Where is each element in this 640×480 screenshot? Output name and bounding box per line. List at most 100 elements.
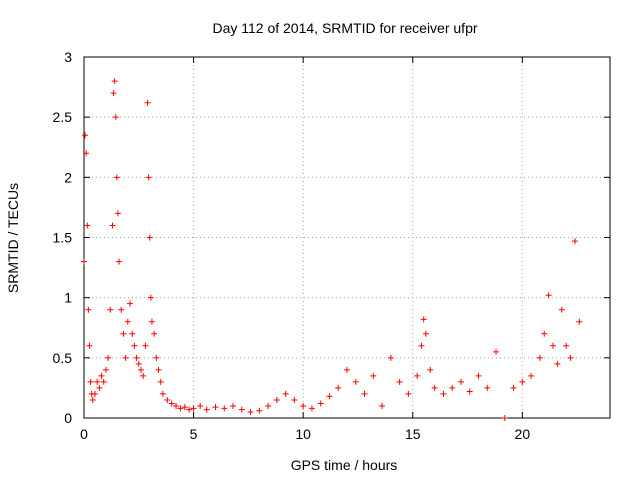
- data-point: [221, 405, 228, 412]
- data-point: [110, 90, 117, 97]
- y-tick-label: 1: [64, 290, 72, 306]
- data-point: [137, 366, 144, 373]
- data-point: [475, 372, 482, 379]
- data-point: [147, 294, 154, 301]
- y-tick-label: 1.5: [53, 230, 73, 246]
- data-point: [545, 292, 552, 299]
- data-point: [418, 342, 425, 349]
- data-point: [142, 342, 149, 349]
- x-tick-label: 5: [190, 426, 198, 442]
- data-point: [151, 330, 158, 337]
- data-point: [361, 390, 368, 397]
- data-point: [133, 354, 140, 361]
- data-point: [405, 390, 412, 397]
- data-point: [112, 114, 119, 121]
- data-point: [107, 306, 114, 313]
- data-point: [554, 360, 561, 367]
- data-point: [427, 366, 434, 373]
- data-point: [567, 354, 574, 361]
- data-point: [344, 366, 350, 373]
- plot-border: [83, 56, 611, 419]
- data-point: [159, 390, 166, 397]
- data-point: [352, 378, 359, 385]
- y-tick-label: 2.5: [53, 109, 73, 125]
- data-point: [238, 406, 245, 413]
- data-point: [113, 174, 120, 181]
- data-point: [109, 222, 116, 229]
- x-tick-label: 20: [515, 426, 531, 442]
- data-point: [431, 384, 438, 391]
- y-axis-label: SRMTID / TECUs: [5, 183, 21, 293]
- data-point: [94, 378, 101, 385]
- data-point: [493, 348, 500, 355]
- data-point: [181, 404, 188, 411]
- y-tick-label: 3: [64, 49, 72, 65]
- data-point: [84, 222, 91, 229]
- y-tick-label: 2: [64, 169, 72, 185]
- data-point: [144, 99, 151, 106]
- x-axis-label: GPS time / hours: [291, 457, 398, 473]
- data-point: [256, 407, 263, 414]
- data-point: [91, 390, 98, 397]
- data-point: [186, 406, 193, 413]
- data-point: [230, 402, 237, 409]
- y-tick-label: 0.5: [53, 350, 73, 366]
- data-point: [127, 300, 134, 307]
- data-point: [422, 330, 429, 337]
- data-point: [114, 210, 121, 217]
- data-point: [379, 402, 386, 409]
- data-point: [449, 384, 456, 391]
- data-point: [466, 388, 473, 395]
- data-point: [105, 354, 112, 361]
- data-point: [102, 366, 109, 373]
- x-tick-label: 15: [405, 426, 421, 442]
- data-point: [87, 378, 94, 385]
- data-points: [81, 78, 583, 421]
- data-point: [558, 306, 565, 313]
- data-point: [83, 150, 90, 157]
- data-point: [414, 372, 421, 379]
- data-point: [291, 396, 298, 403]
- plot-frame: [83, 56, 611, 419]
- data-point: [173, 402, 180, 409]
- data-point: [81, 258, 87, 265]
- data-point: [131, 342, 138, 349]
- data-point: [148, 318, 155, 325]
- data-point: [212, 404, 219, 411]
- data-point: [98, 372, 105, 379]
- data-point: [501, 415, 508, 421]
- data-point: [111, 78, 118, 85]
- data-point: [168, 400, 175, 407]
- data-point: [197, 402, 204, 409]
- data-point: [96, 384, 103, 391]
- data-point: [122, 354, 129, 361]
- data-point: [140, 372, 147, 379]
- data-point: [510, 384, 517, 391]
- data-point: [118, 306, 125, 313]
- y-tick-label: 0: [64, 410, 72, 426]
- data-point: [85, 306, 92, 313]
- data-point: [116, 258, 123, 265]
- data-point: [335, 384, 342, 391]
- data-point: [282, 390, 289, 397]
- data-point: [155, 366, 162, 373]
- data-point: [124, 318, 131, 325]
- data-point: [145, 174, 152, 181]
- data-point: [157, 378, 164, 385]
- data-point: [146, 234, 153, 241]
- data-point: [387, 354, 394, 361]
- data-point: [120, 330, 127, 337]
- data-point: [576, 318, 583, 325]
- data-point: [247, 408, 254, 415]
- data-point: [265, 402, 272, 409]
- data-point: [370, 372, 377, 379]
- data-point: [457, 378, 464, 385]
- axis-ticks: 0 5 10 15 20 0 0.5 1 1.5 2 2.5 3: [53, 49, 610, 442]
- data-point: [308, 405, 315, 412]
- data-point: [571, 238, 578, 245]
- data-point: [536, 354, 543, 361]
- data-point: [550, 342, 557, 349]
- data-point: [273, 396, 280, 403]
- data-point: [420, 316, 427, 323]
